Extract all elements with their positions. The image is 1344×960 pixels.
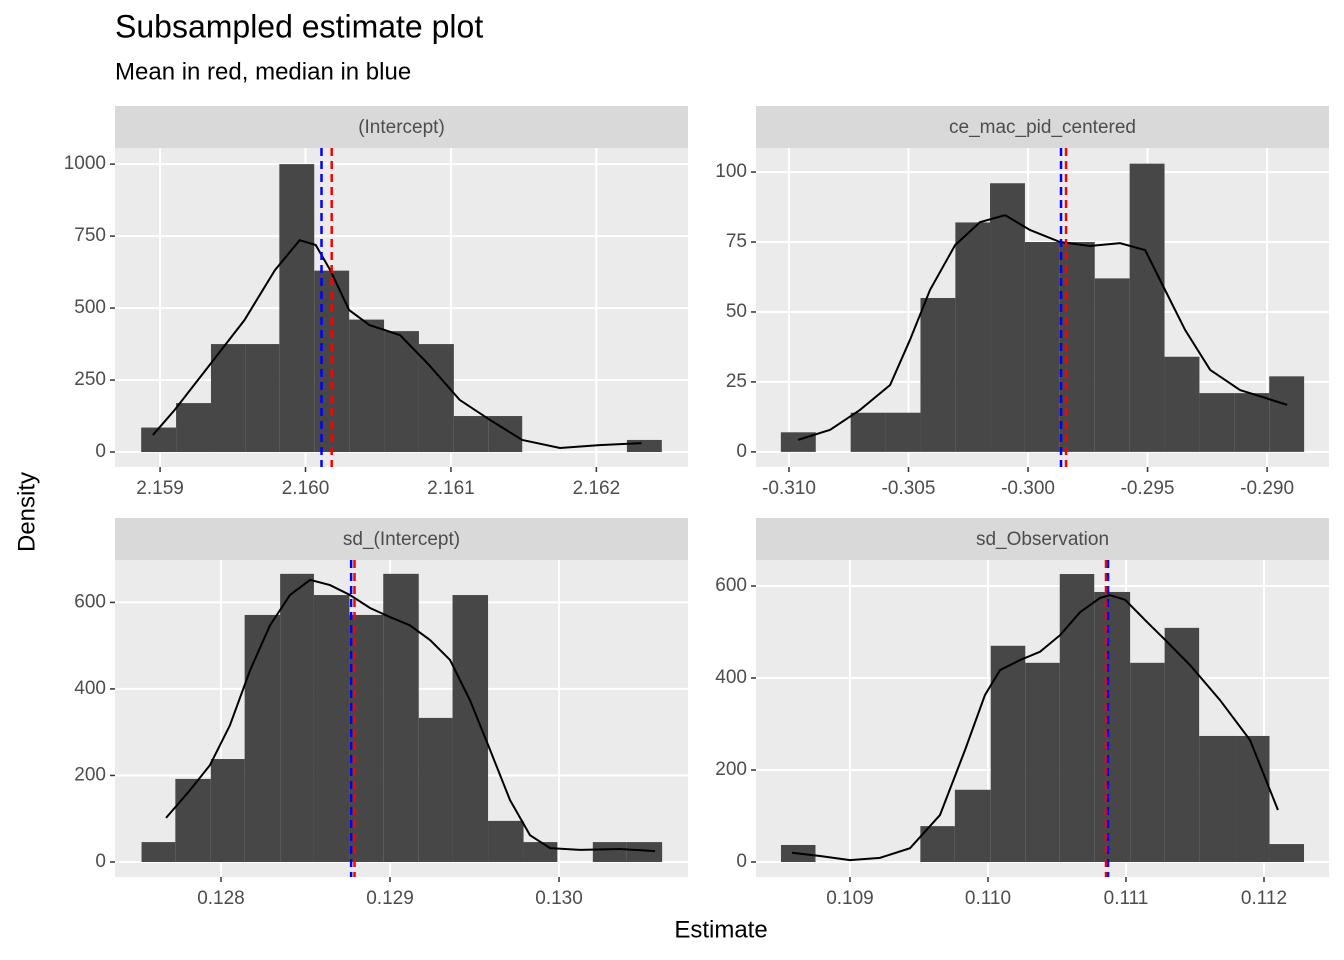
histogram-bar — [1269, 844, 1305, 863]
y-tick-label: 0 — [736, 441, 747, 462]
y-tick-label: 500 — [74, 297, 106, 318]
x-tick-label: 0.112 — [1241, 888, 1287, 909]
x-tick-label: 0.111 — [1104, 888, 1149, 909]
strip — [115, 106, 688, 148]
histogram-bar — [990, 645, 1026, 863]
density-curve — [797, 214, 1288, 441]
strip-label: sd_Observation — [976, 529, 1109, 550]
histogram-bar — [349, 319, 385, 453]
y-tick-label: 25 — [726, 371, 747, 392]
x-tick-label: 2.161 — [427, 478, 475, 499]
density-curve — [152, 238, 642, 450]
y-tick-label: 1000 — [64, 153, 106, 174]
histogram-bar — [176, 403, 211, 453]
histogram-bar — [1164, 356, 1200, 452]
histogram-bar — [488, 820, 524, 862]
histogram-bar — [1199, 735, 1236, 863]
figure-title: Subsampled estimate plot — [115, 8, 483, 44]
histogram-bar — [141, 842, 176, 862]
strip-label: sd_(Intercept) — [343, 529, 460, 550]
histogram-bar — [1094, 591, 1131, 863]
histogram-bar — [418, 344, 454, 453]
x-tick-label: -0.290 — [1240, 478, 1294, 499]
histogram-bar — [244, 614, 281, 862]
histogram-bar — [1234, 393, 1270, 452]
y-tick-label: 750 — [74, 225, 106, 246]
strip — [115, 518, 688, 560]
histogram-bar — [453, 416, 489, 453]
histogram-bar — [1024, 242, 1060, 452]
histogram-bar — [626, 439, 662, 453]
x-tick-label: 2.162 — [573, 478, 621, 499]
histogram-bar — [141, 427, 177, 453]
histogram-bar — [280, 573, 314, 862]
histogram-bar — [523, 842, 558, 862]
x-tick-label: -0.295 — [1121, 478, 1175, 499]
x-tick-label: 0.110 — [965, 888, 1011, 909]
x-tick-label: -0.305 — [882, 478, 936, 499]
x-tick-label: 0.128 — [197, 888, 245, 909]
histogram-bar — [1059, 574, 1095, 863]
histogram-bar — [954, 789, 991, 863]
y-tick-label: 600 — [715, 575, 747, 596]
x-tick-label: 0.109 — [826, 888, 874, 909]
histogram-bar — [384, 331, 419, 453]
x-tick-label: 0.129 — [366, 888, 414, 909]
x-axis-title: Estimate — [674, 916, 767, 943]
histogram-bar — [1094, 278, 1130, 452]
histogram-bar — [418, 717, 453, 862]
density-curve — [165, 578, 656, 853]
histogram-bar — [1130, 662, 1165, 863]
x-tick-label: -0.300 — [1001, 478, 1055, 499]
y-axis-title: Density — [13, 472, 40, 552]
strip-label: ce_mac_pid_centered — [949, 117, 1136, 138]
histogram-bar — [175, 778, 211, 862]
histogram-bar — [1199, 393, 1235, 452]
histogram-bar — [1025, 662, 1060, 863]
histogram-bar — [1235, 735, 1270, 863]
histogram-bar — [1269, 376, 1305, 452]
histogram-bar — [210, 759, 245, 862]
y-tick-label: 400 — [715, 667, 747, 688]
histogram-bar — [245, 344, 280, 453]
y-tick-label: 0 — [736, 851, 747, 872]
histogram-bar — [920, 297, 956, 452]
y-tick-label: 250 — [74, 369, 106, 390]
histogram-bar — [626, 842, 663, 862]
y-tick-label: 100 — [715, 161, 747, 182]
y-tick-label: 50 — [726, 301, 747, 322]
y-tick-label: 0 — [95, 851, 106, 872]
histogram-bar — [210, 344, 246, 453]
density-curve — [791, 594, 1279, 862]
y-tick-label: 600 — [74, 591, 106, 612]
x-tick-label: -0.310 — [762, 478, 816, 499]
strip — [756, 106, 1329, 148]
y-tick-label: 400 — [74, 678, 106, 699]
y-tick-label: 0 — [95, 441, 106, 462]
histogram-bar — [885, 412, 921, 452]
y-tick-label: 200 — [74, 764, 106, 785]
x-tick-label: 0.130 — [535, 888, 583, 909]
y-tick-label: 75 — [726, 231, 747, 252]
x-tick-label: 2.160 — [282, 478, 330, 499]
histogram-bar — [850, 412, 886, 452]
histogram-bar — [920, 826, 955, 863]
x-tick-label: 2.159 — [136, 478, 184, 499]
y-tick-label: 200 — [715, 759, 747, 780]
histogram-bar — [452, 595, 489, 862]
histogram-bar — [990, 183, 1025, 452]
histogram-bar — [592, 842, 627, 862]
histogram-bar — [1164, 627, 1200, 863]
figure-subtitle: Mean in red, median in blue — [115, 58, 411, 85]
strip-label: (Intercept) — [358, 117, 445, 138]
histogram-bar — [279, 164, 315, 453]
histogram-bar — [1129, 163, 1165, 452]
histogram-bar — [313, 595, 350, 862]
strip — [756, 518, 1329, 560]
histogram-bar — [955, 222, 991, 452]
